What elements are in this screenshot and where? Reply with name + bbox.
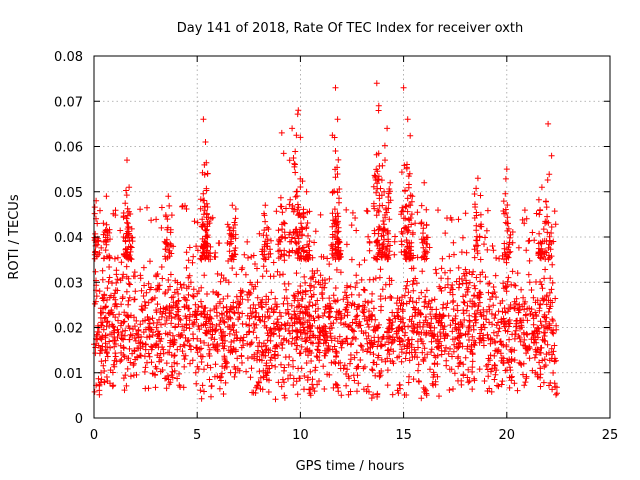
- y-tick-label: 0: [75, 412, 83, 427]
- y-tick-label: 0.03: [54, 276, 83, 291]
- x-tick-label: 15: [395, 428, 412, 443]
- y-tick-label: 0.08: [54, 50, 83, 65]
- x-tick-label: 25: [602, 428, 619, 443]
- y-tick-label: 0.01: [54, 367, 83, 382]
- y-tick-label: 0.06: [54, 141, 83, 156]
- y-tick-label: 0.05: [54, 186, 83, 201]
- x-axis-title: GPS time / hours: [296, 459, 405, 474]
- y-tick-label: 0.04: [54, 231, 83, 246]
- x-tick-label: 5: [193, 428, 201, 443]
- x-tick-label: 10: [292, 428, 309, 443]
- x-tick-labels: 0 5 10 15 20 25: [90, 428, 618, 443]
- roti-series-markers: [91, 80, 560, 403]
- y-tick-label: 0.07: [54, 95, 83, 110]
- y-axis-title: ROTI / TECUs: [7, 194, 22, 279]
- axis-ticks: [93, 55, 611, 419]
- y-tick-label: 0.02: [54, 322, 83, 337]
- y-tick-labels: 0 0.01 0.02 0.03 0.04 0.05 0.06 0.07 0.08: [54, 50, 83, 427]
- x-tick-label: 20: [499, 428, 516, 443]
- grid-lines: [94, 56, 610, 418]
- x-tick-label: 0: [90, 428, 98, 443]
- data-points: [91, 80, 560, 403]
- chart-title: Day 141 of 2018, Rate Of TEC Index for r…: [177, 21, 524, 36]
